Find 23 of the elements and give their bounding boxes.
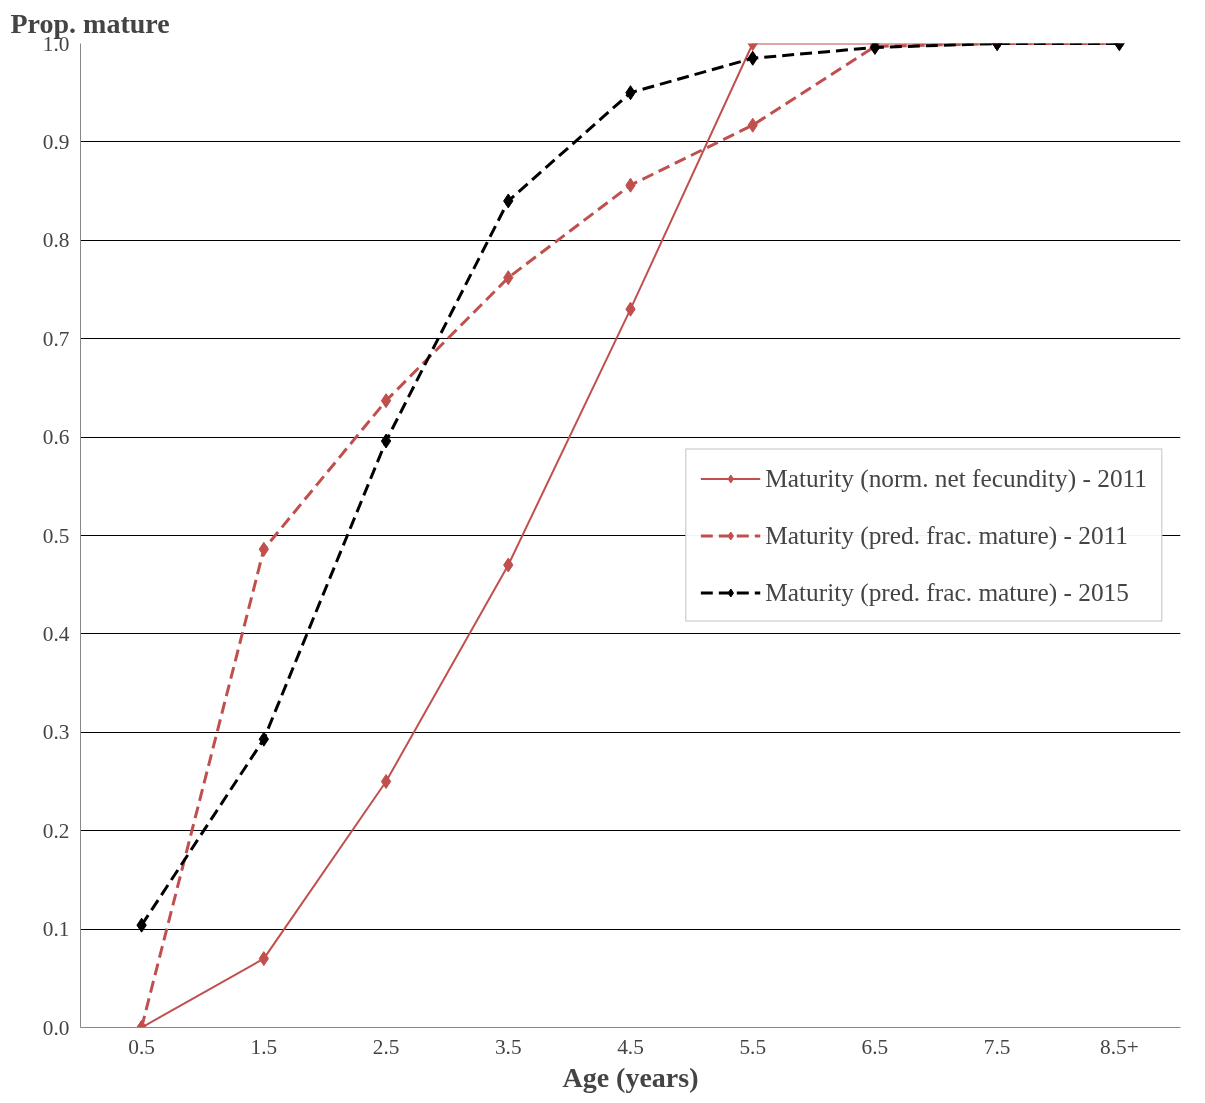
legend-label: Maturity (norm. net fecundity) - 2011 [765, 463, 1147, 493]
y-tick-label: 0.5 [42, 523, 70, 548]
x-tick-label: 8.5+ [1100, 1034, 1139, 1059]
x-tick-label: 0.5 [128, 1034, 155, 1059]
y-tick-label: 0.4 [42, 621, 70, 646]
y-tick-label: 0.1 [42, 917, 70, 942]
y-tick-label: 0.8 [42, 228, 70, 253]
y-tick-label: 0.3 [42, 720, 70, 745]
x-tick-label: 1.5 [250, 1034, 278, 1059]
legend-label: Maturity (pred. frac. mature) - 2015 [765, 577, 1129, 607]
x-axis-title: Age (years) [562, 1061, 699, 1093]
x-tick-label: 7.5 [983, 1034, 1011, 1059]
x-tick-label: 5.5 [739, 1034, 767, 1059]
legend-label: Maturity (pred. frac. mature) - 2011 [765, 520, 1128, 550]
y-tick-label: 0.0 [42, 1015, 70, 1040]
x-tick-label: 6.5 [861, 1034, 889, 1059]
x-tick-label: 4.5 [617, 1034, 644, 1059]
y-tick-label: 0.6 [42, 425, 70, 450]
y-tick-label: 0.7 [42, 326, 70, 351]
x-tick-label: 2.5 [372, 1034, 400, 1059]
y-tick-label: 0.9 [42, 129, 70, 154]
x-tick-label: 3.5 [494, 1034, 522, 1059]
y-tick-label: 0.2 [42, 818, 70, 843]
